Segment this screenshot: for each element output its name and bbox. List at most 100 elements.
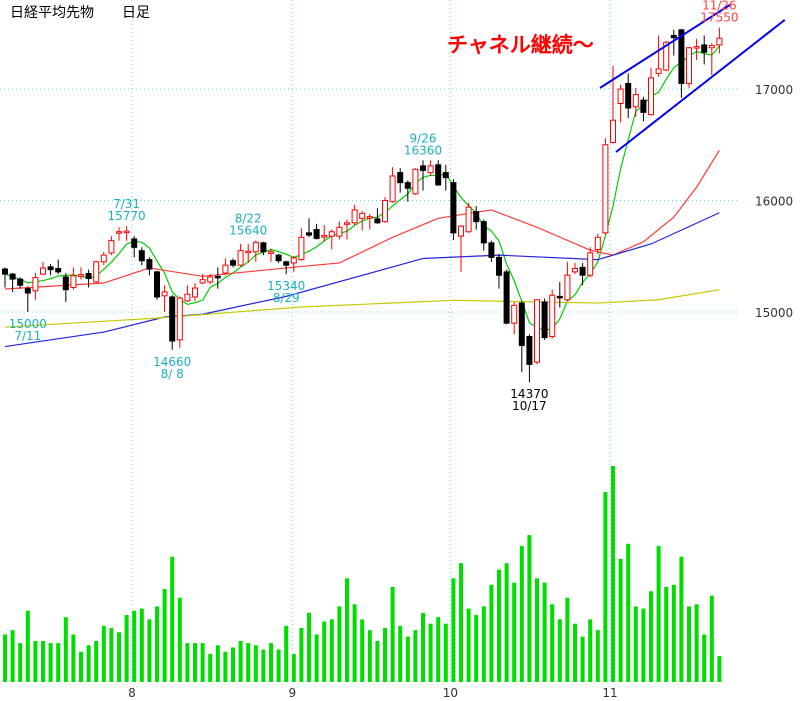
candle-body [93,261,100,283]
volume-bar [208,653,213,682]
price-annotation: 8/ 8 [161,367,184,381]
candle [47,264,54,276]
candle-body [716,37,723,46]
candle-body [412,168,419,195]
candle-body [632,94,639,108]
volume-bar [595,630,600,682]
candle [214,267,221,289]
volume-bar [542,582,547,682]
candle [328,229,335,250]
candle [594,233,601,255]
candle [275,254,282,263]
price-annotation: 15000 [9,317,47,331]
volume-bar [512,582,517,682]
candle [382,197,388,223]
candle [108,236,115,256]
volume-bar [413,630,418,682]
candle-body [131,238,138,248]
candle-body [610,119,616,144]
volume-bar [687,606,691,682]
candle-body [435,164,442,186]
candle-body [100,254,107,263]
volume-bar [299,628,304,682]
candle [686,46,692,88]
price-annotation: 7/11 [14,329,41,343]
volume-bar [56,643,61,682]
candle [632,87,639,117]
volume-bar [284,625,289,682]
candle-body [663,41,670,71]
candle [503,269,510,325]
candle [40,261,46,276]
candle [564,261,571,301]
volume-bar [185,643,190,682]
y-tick-label: 16000 [755,195,793,209]
volume-bar [588,619,593,682]
volume-bar [86,645,91,682]
candle-body [260,242,267,253]
volume-bar [717,656,722,682]
candle [602,138,609,234]
candle-body [245,250,252,254]
candle-body [306,232,312,236]
volume-bar [314,634,319,682]
volume-bar [223,651,228,682]
candle-body [24,288,31,294]
candle [625,73,632,118]
candle-body [70,275,77,288]
volume-bar [155,606,159,682]
candle-body [693,46,700,49]
volume-bar [702,634,707,682]
candle [579,262,586,286]
volume-bar [238,640,243,682]
candle [442,164,449,191]
candle [290,256,297,272]
price-annotation: 14660 [153,355,191,369]
candle-body [708,45,715,49]
candle-body [366,216,373,219]
volume-bar [337,606,342,682]
candle-body [382,200,388,223]
candle-body [701,44,708,53]
volume-bar [641,608,646,682]
candle [412,168,419,195]
candle-body [374,218,381,224]
candle-body [594,236,601,251]
candle-body [146,259,153,270]
candle [708,43,715,76]
candle-body [214,275,221,279]
candle-body [32,276,39,292]
candle [184,285,191,302]
volume-bar [436,617,441,682]
candle [716,27,723,54]
volume-bar [33,640,38,682]
candle-body [579,266,586,276]
volume-bar [679,556,684,682]
candle-body [47,266,54,271]
candle-body [420,165,426,171]
candle [313,223,320,240]
candle [549,289,556,339]
volume-bar [322,621,327,682]
volume-bar [649,591,653,682]
volume-bar [253,645,258,682]
candle-body [670,34,677,39]
candle [480,219,487,251]
candle-body [473,211,480,223]
candle-body [192,287,198,298]
volume-bar [215,645,220,682]
candle [617,84,624,123]
candle-body [518,302,525,346]
price-annotation: 16360 [404,143,442,157]
volume-bar [329,619,334,682]
candle [587,247,594,278]
candle-body [625,82,632,109]
volume-bar [557,619,562,682]
candle [420,160,426,191]
comment-text: チャネル継続～ [447,33,594,57]
candle [138,247,145,266]
x-tick-label: 9 [288,686,296,700]
price-annotation: 10/17 [512,399,547,413]
candle [427,160,434,176]
candle-body [108,240,115,254]
